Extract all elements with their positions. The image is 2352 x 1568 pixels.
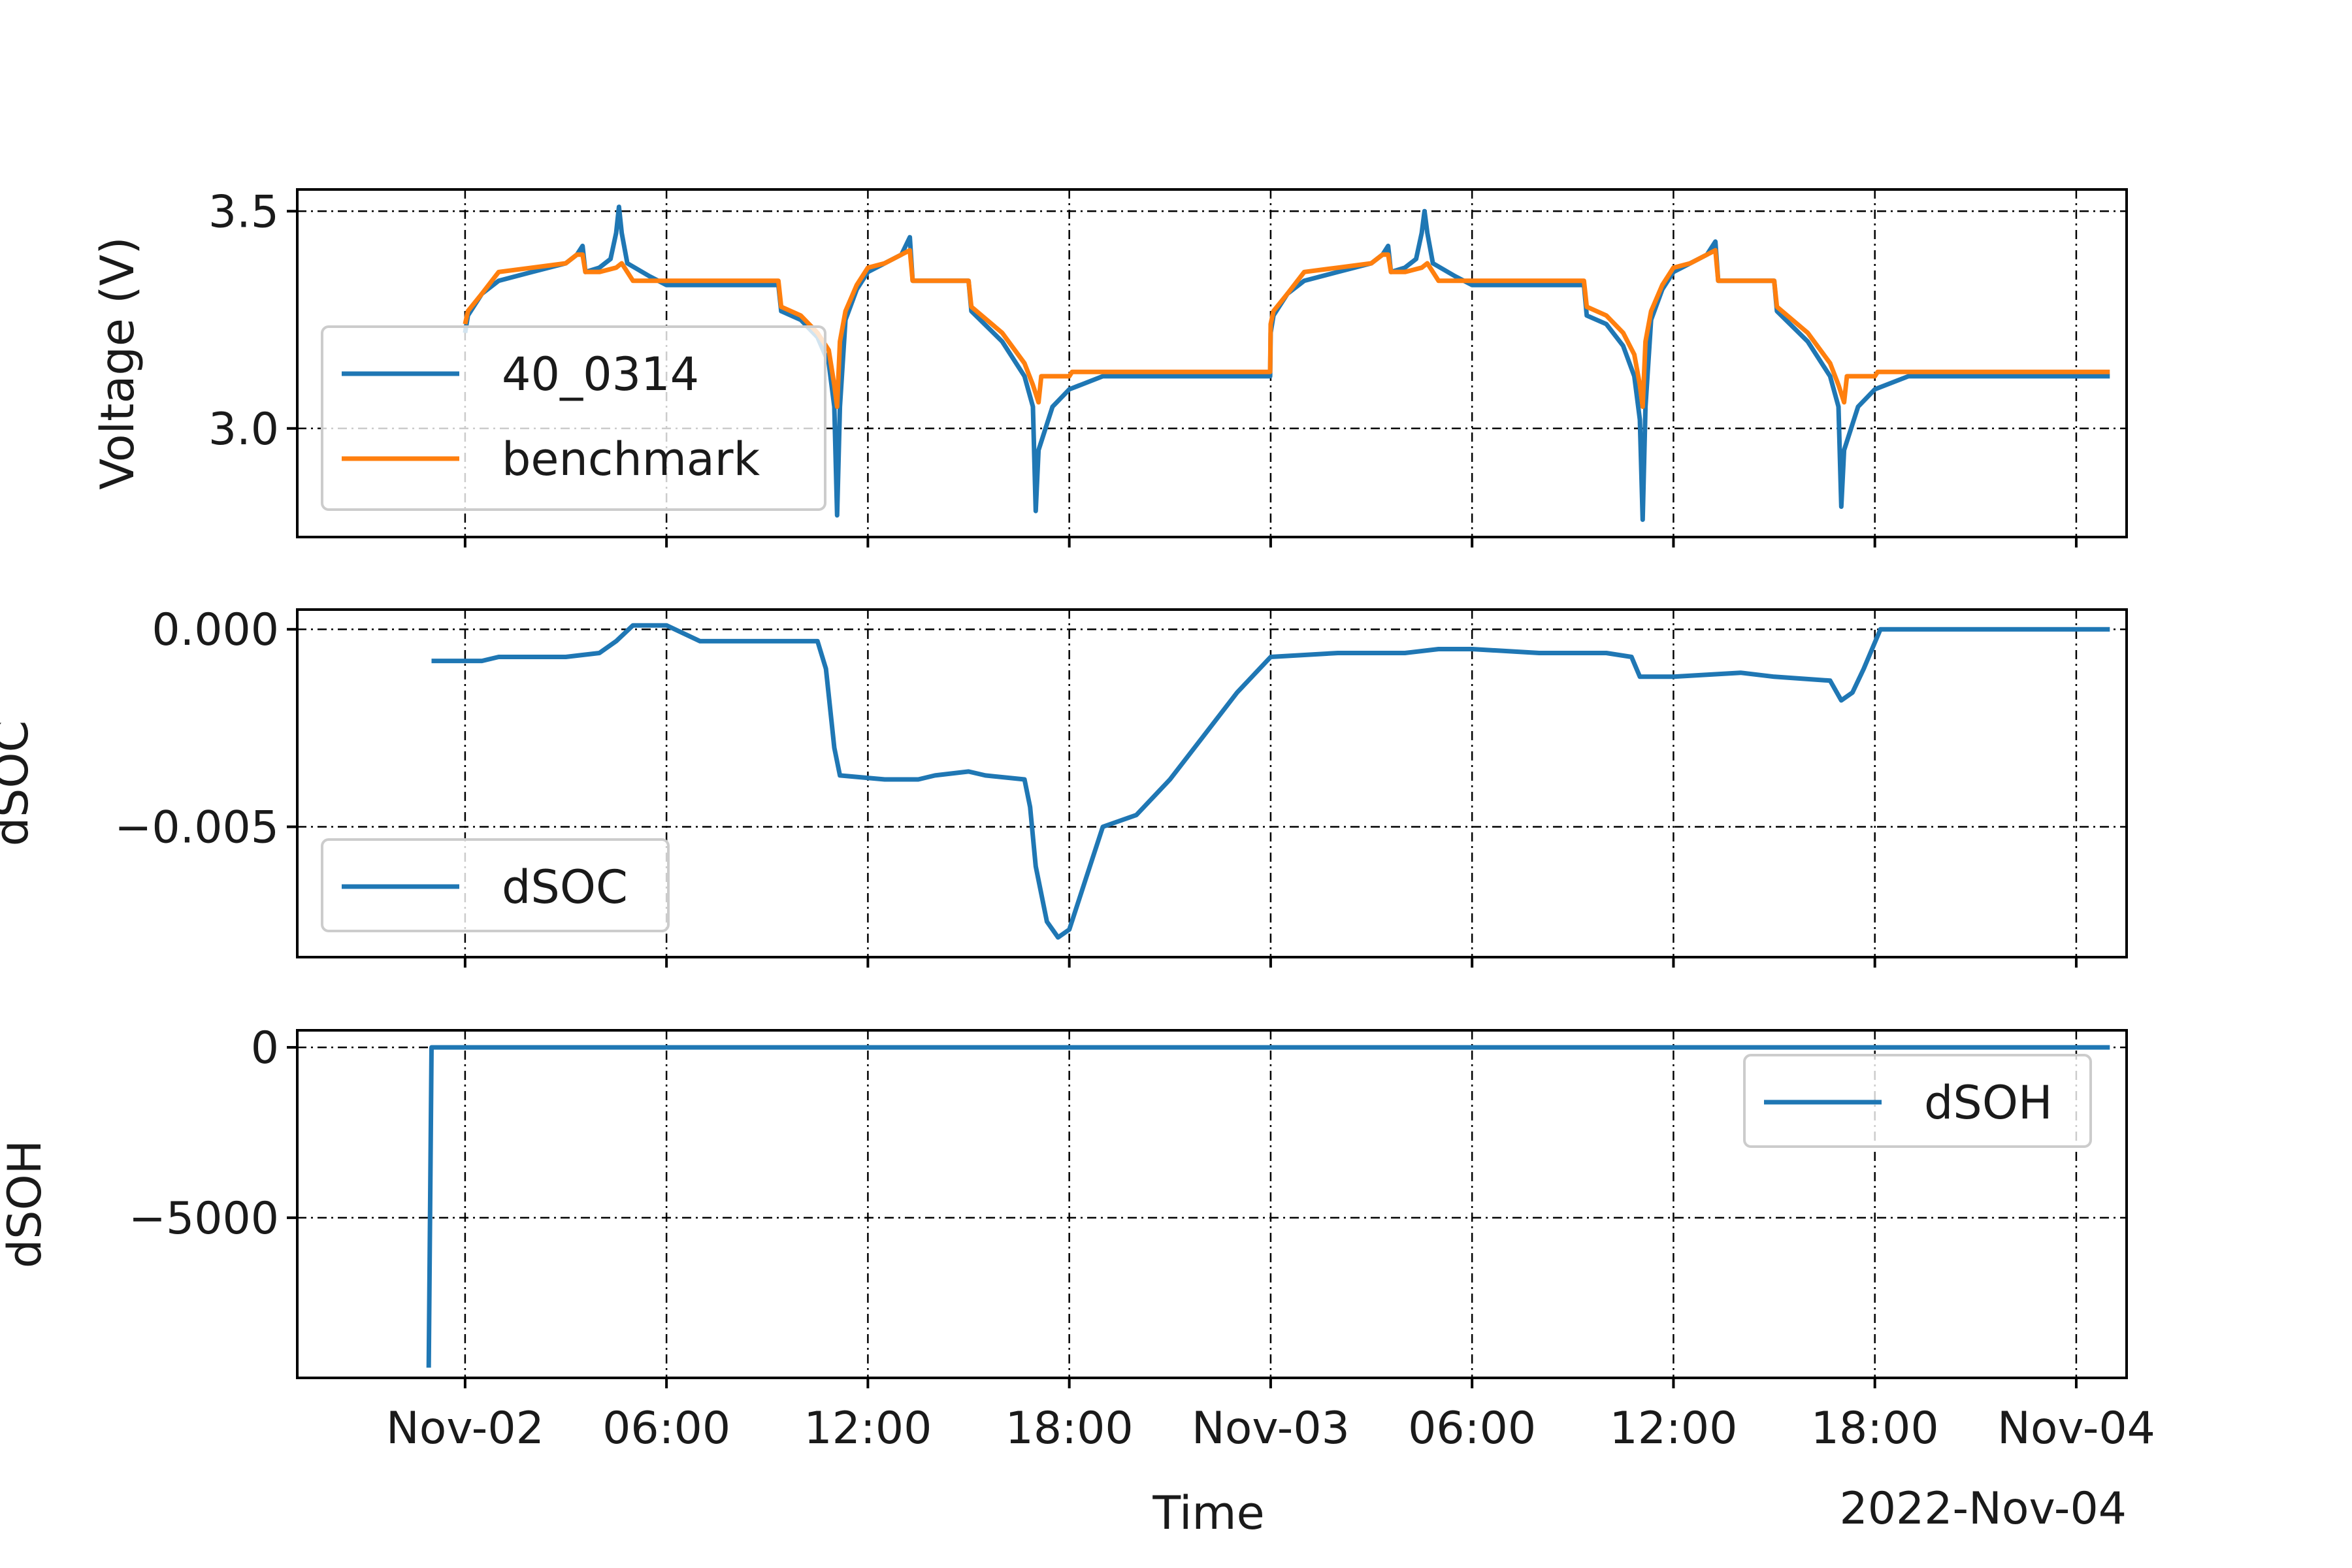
dsoh-x-ticks: Nov-02 06:00 12:00 18:00 Nov-03 06:00 12:00 18:… [386, 1378, 2155, 1454]
voltage-legend: 40_0314 benchmark [321, 325, 826, 511]
dsoh-y-tick-label-0: 0 [251, 1022, 279, 1074]
dsoc-series-line-0 [431, 623, 2110, 940]
voltage-y-tick-label-0: 3.0 [208, 404, 279, 455]
dsoh-y-axis-label: dSOH [0, 1140, 52, 1269]
dsoc-legend: dSOC [321, 838, 670, 932]
dsoc-y-ticks: 0.000 −0.005 [114, 604, 297, 854]
x-tick-label-4: Nov-03 [1192, 1403, 1350, 1454]
voltage-y-axis-label: Voltage (V) [91, 237, 144, 489]
voltage-axes-frame [296, 188, 2128, 538]
x-tick-label-8: Nov-04 [1997, 1403, 2155, 1454]
x-tick-label-3: 18:00 [1005, 1403, 1134, 1454]
x-tick-label-2: 12:00 [804, 1403, 932, 1454]
voltage-legend-label-1: benchmark [502, 433, 760, 486]
voltage-lines [463, 204, 2110, 522]
dsoc-legend-label-0: dSOC [502, 860, 628, 914]
dsoc-lines [431, 623, 2110, 940]
dsoh-axes-frame [296, 1029, 2128, 1379]
dsoh-y-tick-label-1: −5000 [129, 1193, 279, 1245]
dsoh-panel: 0 −5000 Nov-02 06:00 12:00 18:00 Nov-03 06:00 1… [0, 1022, 2155, 1454]
dsoc-y-axis-label: dSOC [0, 721, 39, 847]
dsoc-panel: 0.000 −0.005 dSOC dSOC [0, 604, 2128, 968]
dsoc-legend-box [321, 838, 670, 932]
voltage-y-ticks: 3.0 3.5 [208, 186, 297, 455]
dsoh-legend: dSOH [1743, 1054, 2092, 1148]
x-tick-label-5: 06:00 [1408, 1403, 1536, 1454]
dsoh-legend-box [1743, 1054, 2092, 1148]
x-axis-offset-label: 2022-Nov-04 [1839, 1483, 2127, 1535]
voltage-x-ticks [463, 537, 2078, 547]
dsoh-legend-label-0: dSOH [1924, 1076, 2053, 1130]
x-tick-label-6: 12:00 [1609, 1403, 1737, 1454]
dsoc-y-tick-label-1: −0.005 [114, 802, 279, 854]
voltage-series-line-1 [463, 248, 2110, 409]
voltage-y-tick-label-1: 3.5 [208, 186, 279, 238]
x-axis-label: Time [1152, 1486, 1264, 1540]
dsoh-series-line-0 [426, 1045, 2110, 1368]
x-tick-label-1: 06:00 [602, 1403, 730, 1454]
dsoc-y-tick-label-0: 0.000 [152, 604, 279, 656]
voltage-panel: 3.0 3.5 Voltage (V) 40_0314 benchmark [91, 186, 2128, 547]
x-tick-label-7: 18:00 [1811, 1403, 1939, 1454]
voltage-legend-label-0: 40_0314 [502, 348, 699, 401]
dsoc-axes-frame [296, 608, 2128, 958]
dsoh-lines [426, 1045, 2110, 1368]
dsoh-y-ticks: 0 −5000 [129, 1022, 297, 1245]
dsoc-x-ticks [463, 957, 2078, 968]
x-tick-label-0: Nov-02 [386, 1403, 544, 1454]
